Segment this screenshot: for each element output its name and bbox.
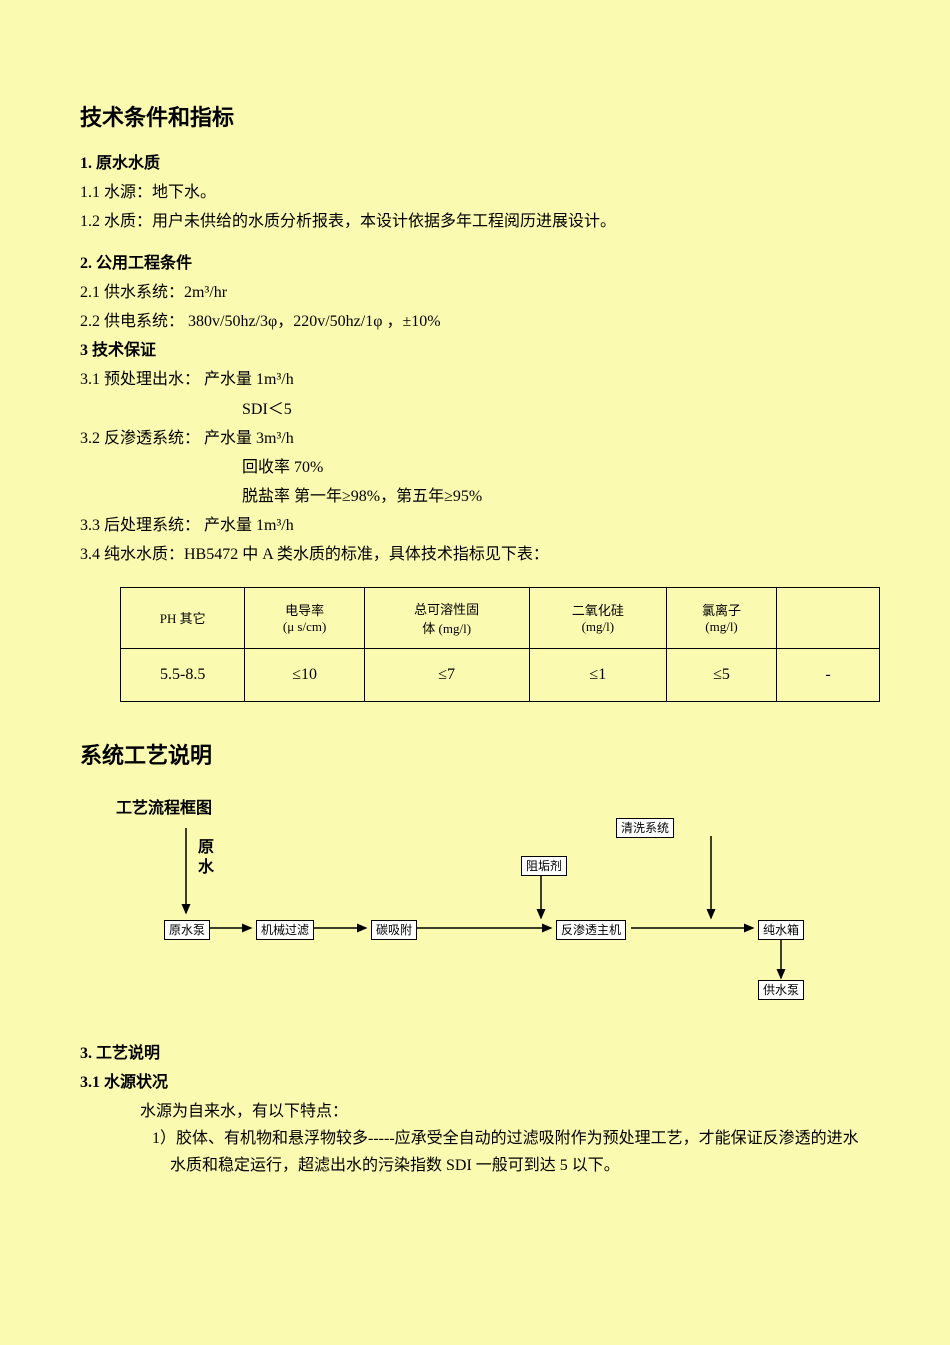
- flow-box-clean: 清洗系统: [616, 818, 674, 838]
- sec1-l2: 1.2 水质：用户未供给的水质分析报表，本设计依据多年工程阅历进展设计。: [80, 208, 870, 235]
- th-cond: 电导率(μ s/cm): [245, 587, 364, 648]
- flow-box-mech-filter: 机械过滤: [256, 920, 314, 940]
- td-blank: -: [777, 648, 880, 701]
- th-tds: 总可溶性固体 (mg/l): [364, 587, 529, 648]
- td-ph: 5.5-8.5: [121, 648, 245, 701]
- spec-table: PH 其它 电导率(μ s/cm) 总可溶性固体 (mg/l) 二氧化硅(mg/…: [120, 587, 880, 702]
- sec4-title: 3. 工艺说明: [80, 1040, 870, 1067]
- td-cond: ≤10: [245, 648, 364, 701]
- th-ph: PH 其它: [121, 587, 245, 648]
- sec4-p1: 水源为自来水，有以下特点：: [140, 1098, 870, 1125]
- heading-process: 系统工艺说明: [80, 738, 870, 770]
- table-value-row: 5.5-8.5 ≤10 ≤7 ≤1 ≤5 -: [121, 648, 880, 701]
- td-tds: ≤7: [364, 648, 529, 701]
- th-cl: 氯离子(mg/l): [667, 587, 777, 648]
- sec3-l2c: 脱盐率 第一年≥98%，第五年≥95%: [80, 483, 870, 510]
- sec3-l2b: 回收率 70%: [80, 454, 870, 481]
- flow-raw-water-label: 原 水: [198, 838, 218, 880]
- sec3-l4: 3.4 纯水水质：HB5472 中 A 类水质的标准，具体技术指标见下表：: [80, 541, 870, 568]
- sec4-p2: 1）胶体、有机物和悬浮物较多-----应承受全自动的过滤吸附作为预处理工艺，才能…: [152, 1125, 870, 1179]
- sec3-l2: 3.2 反渗透系统： 产水量 3m³/h: [80, 425, 870, 452]
- th-blank: [777, 587, 880, 648]
- flow-box-scale-inhibitor: 阻垢剂: [521, 856, 567, 876]
- sec1-l1: 1.1 水源：地下水。: [80, 179, 870, 206]
- sec2-l2: 2.2 供电系统： 380v/50hz/3φ，220v/50hz/1φ ，±10…: [80, 308, 870, 335]
- flow-box-raw-pump: 原水泵: [164, 920, 210, 940]
- th-sio2: 二氧化硅(mg/l): [529, 587, 666, 648]
- sec3-l1b: SDI＜5: [80, 396, 870, 423]
- sec3-l1: 3.1 预处理出水： 产水量 1m³/h: [80, 366, 870, 393]
- sec1-title: 1. 原水水质: [80, 150, 870, 177]
- flow-box-ro: 反渗透主机: [556, 920, 626, 940]
- td-cl: ≤5: [667, 648, 777, 701]
- sec4-sub: 3.1 水源状况: [80, 1069, 870, 1096]
- sec3-title: 3 技术保证: [80, 337, 870, 364]
- flowchart-title: 工艺流程框图: [116, 794, 870, 818]
- heading-tech-spec: 技术条件和指标: [80, 100, 870, 132]
- sec2-l1: 2.1 供水系统：2m³/hr: [80, 279, 870, 306]
- flowchart: 原 水 清洗系统 阻垢剂 原水泵 机械过滤 碳吸附 反渗透主机 纯水箱 供水泵: [116, 818, 906, 1018]
- sec3-l3: 3.3 后处理系统： 产水量 1m³/h: [80, 512, 870, 539]
- flow-box-supply-pump: 供水泵: [758, 980, 804, 1000]
- table-header-row: PH 其它 电导率(μ s/cm) 总可溶性固体 (mg/l) 二氧化硅(mg/…: [121, 587, 880, 648]
- flow-box-tank: 纯水箱: [758, 920, 804, 940]
- flow-box-carbon: 碳吸附: [371, 920, 417, 940]
- td-sio2: ≤1: [529, 648, 666, 701]
- sec2-title: 2. 公用工程条件: [80, 250, 870, 277]
